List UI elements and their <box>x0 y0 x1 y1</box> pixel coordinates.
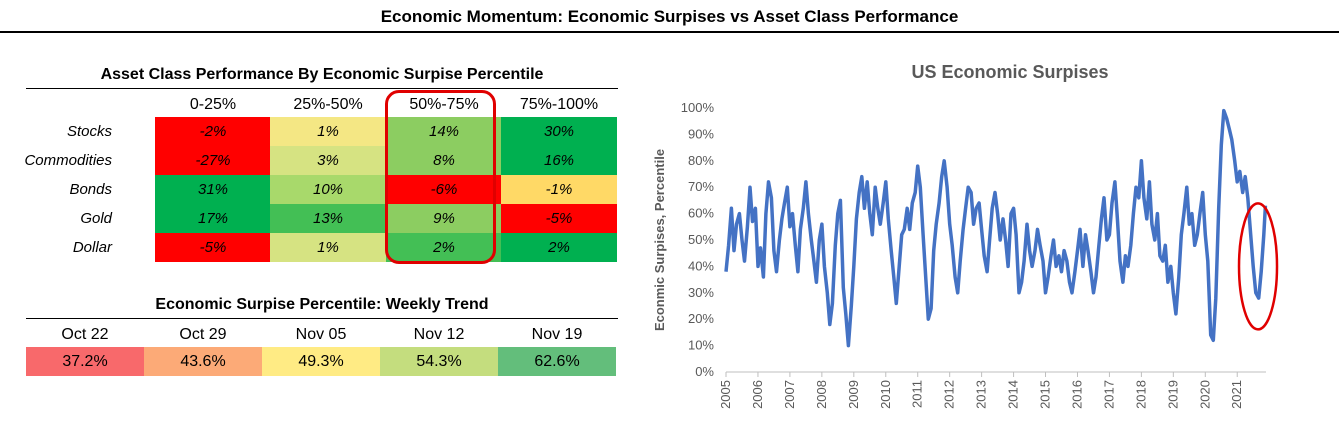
x-tick-label: 2019 <box>1165 380 1180 409</box>
performance-row: Stocks -2% 1% 14% 30% <box>0 117 620 146</box>
trend-value-cell: 62.6% <box>498 347 616 376</box>
trend-header-row: Oct 22 Oct 29 Nov 05 Nov 12 Nov 19 <box>26 324 618 346</box>
y-tick-label: 50% <box>688 232 714 247</box>
y-tick-label: 40% <box>688 258 714 273</box>
x-tick-label: 2018 <box>1133 380 1148 409</box>
performance-cell: 31% <box>155 175 271 204</box>
performance-row: Commodities -27% 3% 8% 16% <box>0 146 620 175</box>
title-divider <box>0 31 1339 33</box>
x-tick-label: 2020 <box>1197 380 1212 409</box>
performance-cell: -27% <box>155 146 271 175</box>
chart-title: US Economic Surpises <box>911 62 1109 82</box>
performance-cell: -5% <box>501 204 617 233</box>
performance-cell: 3% <box>270 146 386 175</box>
performance-row: Gold 17% 13% 9% -5% <box>0 204 620 233</box>
performance-cell: 9% <box>386 204 502 233</box>
week-header: Nov 05 <box>295 326 347 343</box>
x-tick-label: 2017 <box>1101 380 1116 409</box>
performance-cell: 14% <box>386 117 502 146</box>
y-tick-label: 70% <box>688 179 714 194</box>
performance-cell: 1% <box>270 117 386 146</box>
page-title: Economic Momentum: Economic Surpises vs … <box>380 7 959 26</box>
series-line <box>724 108 1268 348</box>
trend-value-cell: 43.6% <box>144 347 262 376</box>
x-tick-label: 2007 <box>782 380 797 409</box>
week-header: Oct 29 <box>179 326 227 343</box>
trend-value-cell: 54.3% <box>380 347 498 376</box>
y-tick-label: 80% <box>688 153 714 168</box>
highlight-annotation <box>385 90 496 264</box>
x-tick-label: 2011 <box>910 380 925 408</box>
performance-row: Dollar -5% 1% 2% 2% <box>0 233 620 262</box>
y-axis-label: Econmic Surpises, Percentile <box>652 149 667 331</box>
y-tick-label: 10% <box>688 338 714 353</box>
asset-class-label: Commodities <box>24 152 112 169</box>
column-header: 25%-50% <box>293 96 363 113</box>
performance-cell: -6% <box>386 175 502 204</box>
y-tick-label: 30% <box>688 285 714 300</box>
asset-class-label: Dollar <box>72 239 112 256</box>
week-header: Nov 19 <box>531 326 583 343</box>
performance-row: Bonds 31% 10% -6% -1% <box>0 175 620 204</box>
column-header: 75%-100% <box>519 96 599 113</box>
y-tick-label: 90% <box>688 126 714 141</box>
trend-values-row: 37.2% 43.6% 49.3% 54.3% 62.6% <box>26 347 618 376</box>
performance-cell: 10% <box>270 175 386 204</box>
performance-cell: 2% <box>501 233 617 262</box>
performance-cell: -1% <box>501 175 617 204</box>
performance-cell: 16% <box>501 146 617 175</box>
asset-class-label: Gold <box>80 210 112 227</box>
performance-cell: 8% <box>386 146 502 175</box>
x-tick-label: 2006 <box>750 380 765 409</box>
performance-table-title: Asset Class Performance By Economic Surp… <box>26 66 618 89</box>
x-tick-label: 2010 <box>878 380 893 409</box>
asset-class-label: Stocks <box>66 123 112 140</box>
x-tick-label: 2016 <box>1069 380 1084 409</box>
x-tick-label: 2014 <box>1006 380 1021 409</box>
trend-table-title: Economic Surpise Percentile: Weekly Tren… <box>26 296 618 319</box>
x-tick-label: 2008 <box>814 380 829 409</box>
performance-header-row: 0-25% 25%-50% 50%-75% 75%-100% <box>0 92 620 121</box>
column-header: 0-25% <box>189 96 237 113</box>
y-tick-label: 100% <box>681 100 715 115</box>
x-tick-label: 2009 <box>846 380 861 409</box>
week-header: Oct 22 <box>61 326 109 343</box>
performance-cell: -5% <box>155 233 271 262</box>
performance-cell: 2% <box>386 233 502 262</box>
x-tick-label: 2021 <box>1229 380 1244 409</box>
y-tick-label: 60% <box>688 206 714 221</box>
asset-class-label: Bonds <box>69 181 112 198</box>
performance-cell: -2% <box>155 117 271 146</box>
line-chart: 0% 10% 20% 30% 40% 50% 60% 70% 80% 90% 100% 2005 200… <box>652 100 1279 409</box>
x-tick-label: 2005 <box>718 380 733 409</box>
performance-cell: 17% <box>155 204 271 233</box>
performance-cell: 30% <box>501 117 617 146</box>
performance-cell: 1% <box>270 233 386 262</box>
x-tick-label: 2013 <box>974 380 989 409</box>
performance-cell: 13% <box>270 204 386 233</box>
week-header: Nov 12 <box>413 326 465 343</box>
x-tick-label: 2012 <box>942 380 957 409</box>
trend-value-cell: 37.2% <box>26 347 144 376</box>
x-tick-label: 2015 <box>1038 380 1053 409</box>
column-header: 50%-75% <box>409 96 479 113</box>
trend-value-cell: 49.3% <box>262 347 380 376</box>
annotation-circle <box>1237 202 1279 331</box>
y-tick-label: 0% <box>695 364 714 379</box>
y-tick-label: 20% <box>688 311 714 326</box>
